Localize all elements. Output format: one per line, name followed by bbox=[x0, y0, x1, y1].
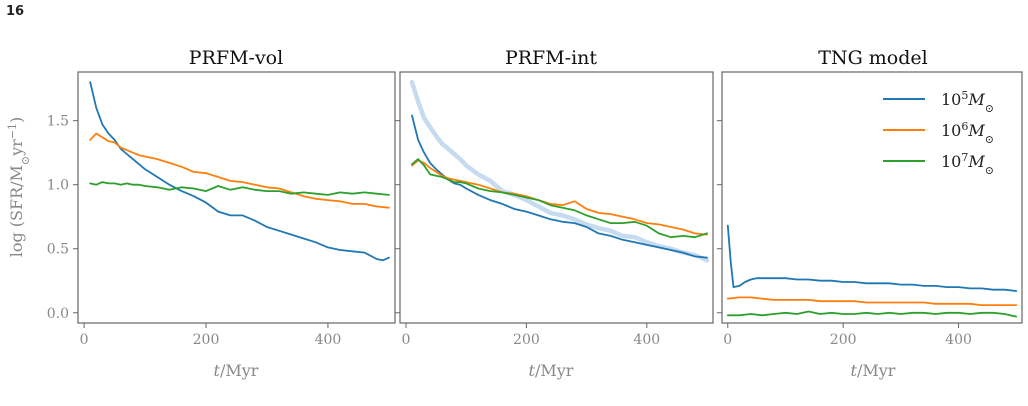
series-line-1e6 bbox=[726, 296, 1018, 307]
y-tick-label: 1.0 bbox=[47, 178, 69, 194]
legend-entry-1e6: 106M⊙ bbox=[883, 120, 994, 146]
axes-frame bbox=[77, 71, 396, 324]
legend: 105M⊙ 106M⊙ 107M⊙ bbox=[883, 89, 994, 177]
series-line-1e6 bbox=[89, 132, 390, 209]
series-line-reference bbox=[409, 79, 710, 263]
x-axis-label: t/Myr bbox=[529, 361, 574, 380]
series-line-1e5 bbox=[89, 81, 390, 262]
x-tick-label: 0 bbox=[80, 332, 89, 348]
axes-frame bbox=[721, 71, 1023, 324]
panel-prfm-int: PRFM-int 0 200 400 t/Myr bbox=[395, 47, 714, 380]
plot-area-tng-model: 0 200 400 bbox=[717, 71, 1023, 348]
page-number: 16 bbox=[6, 4, 25, 19]
panel-title-prfm-int: PRFM-int bbox=[505, 47, 597, 69]
series-line-1e6 bbox=[411, 159, 708, 236]
legend-label: 105M⊙ bbox=[941, 89, 994, 115]
x-tick-label: 200 bbox=[830, 332, 857, 348]
y-tick-label: 1.5 bbox=[47, 114, 69, 130]
plot-area-prfm-vol: 0 200 400 0.0 0.5 1.0 1.5 bbox=[47, 71, 396, 348]
legend-entry-1e5: 105M⊙ bbox=[883, 89, 994, 115]
series-line-1e7 bbox=[89, 181, 390, 196]
y-tick-label: 0.0 bbox=[47, 306, 69, 322]
panel-prfm-vol: PRFM-vol log (SFR/M⊙yr−1) 0 200 400 0.0 0.5 1… bbox=[6, 47, 396, 380]
legend-entry-1e7: 107M⊙ bbox=[883, 151, 994, 177]
y-axis-label: log (SFR/M⊙yr−1) bbox=[6, 117, 32, 258]
legend-label: 106M⊙ bbox=[941, 120, 994, 146]
svg-text:log (SFR/M⊙yr−1): log (SFR/M⊙yr−1) bbox=[6, 117, 32, 258]
x-tick-label: 200 bbox=[513, 332, 540, 348]
y-tick-label: 0.5 bbox=[47, 242, 69, 258]
x-tick-label: 400 bbox=[945, 332, 972, 348]
legend-label: 107M⊙ bbox=[941, 151, 994, 177]
series-line-1e7 bbox=[726, 310, 1018, 318]
x-tick-label: 400 bbox=[633, 332, 660, 348]
series-line-1e5 bbox=[411, 114, 708, 259]
series-line-1e5 bbox=[726, 224, 1018, 292]
x-tick-label: 0 bbox=[402, 332, 411, 348]
x-axis-label: t/Myr bbox=[214, 361, 259, 380]
panel-tng-model: TNG model 0 200 400 t/Myr 105M⊙ 106M⊙ 107M⊙ bbox=[717, 47, 1023, 380]
panel-title-tng-model: TNG model bbox=[818, 47, 927, 69]
x-tick-label: 200 bbox=[193, 332, 220, 348]
x-tick-label: 0 bbox=[723, 332, 732, 348]
axes-frame bbox=[399, 71, 714, 324]
plot-area-prfm-int: 0 200 400 bbox=[395, 71, 714, 348]
panel-title-prfm-vol: PRFM-vol bbox=[189, 47, 283, 69]
series-line-1e7 bbox=[411, 158, 708, 239]
x-axis-label: t/Myr bbox=[851, 361, 896, 380]
x-tick-label: 400 bbox=[315, 332, 342, 348]
